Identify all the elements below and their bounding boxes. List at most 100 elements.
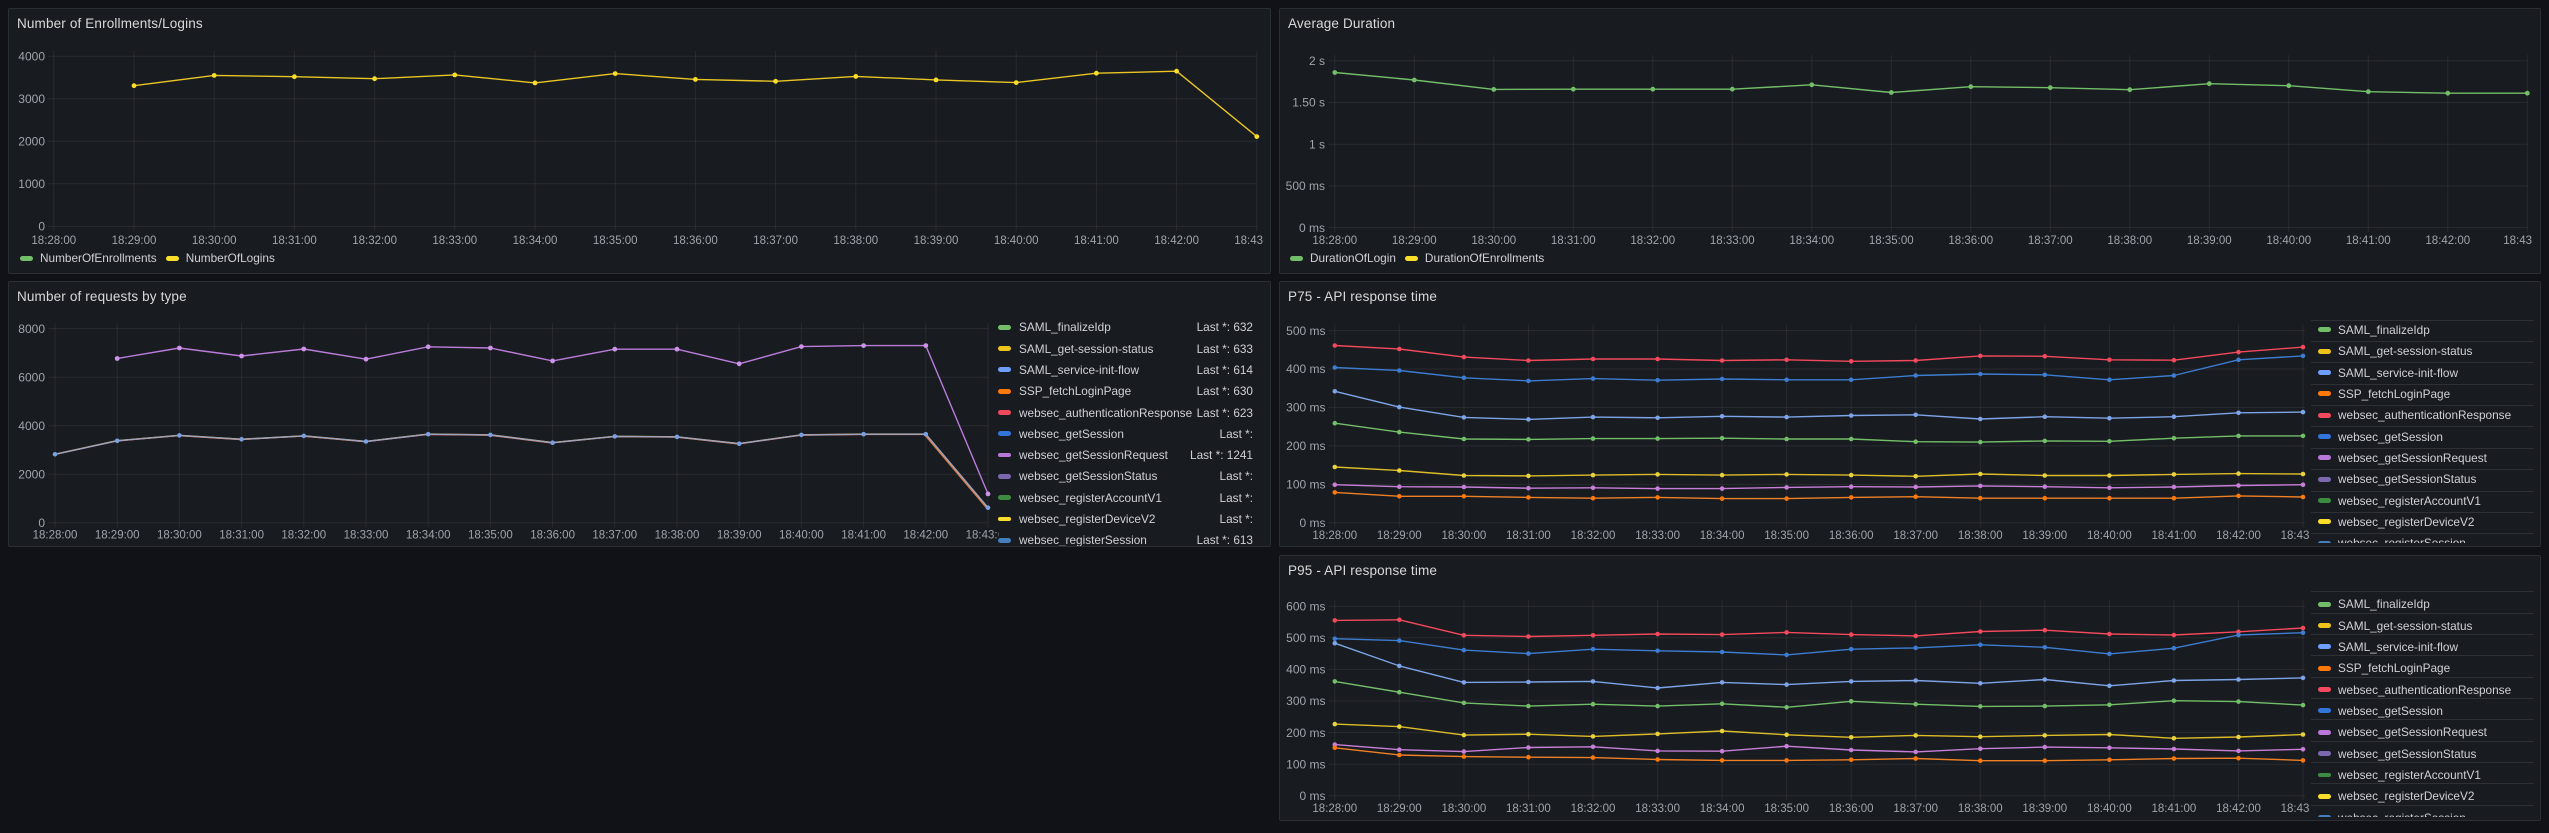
svg-text:18:38:00: 18:38:00	[2107, 235, 2152, 247]
svg-text:0 ms: 0 ms	[1299, 516, 1325, 530]
svg-text:18:28:00: 18:28:00	[33, 530, 78, 542]
svg-text:100 ms: 100 ms	[1286, 757, 1325, 771]
svg-text:18:33:00: 18:33:00	[1635, 530, 1680, 542]
svg-text:1.50 s: 1.50 s	[1292, 96, 1325, 110]
svg-text:18:38:00: 18:38:00	[655, 530, 700, 542]
svg-text:18:43: 18:43	[1234, 235, 1263, 247]
svg-text:400 ms: 400 ms	[1286, 663, 1325, 677]
svg-text:18:33:00: 18:33:00	[1710, 235, 1755, 247]
svg-text:18:36:00: 18:36:00	[673, 235, 718, 247]
svg-text:18:42:00: 18:42:00	[2216, 803, 2261, 815]
svg-text:4000: 4000	[18, 49, 45, 63]
svg-text:18:41:00: 18:41:00	[2346, 235, 2391, 247]
svg-text:18:35:00: 18:35:00	[1764, 803, 1809, 815]
svg-text:18:42:00: 18:42:00	[903, 530, 948, 542]
svg-text:4000: 4000	[18, 419, 45, 433]
svg-text:500 ms: 500 ms	[1286, 631, 1325, 645]
svg-text:18:39:00: 18:39:00	[2187, 235, 2232, 247]
svg-text:18:34:00: 18:34:00	[1789, 235, 1834, 247]
svg-text:100 ms: 100 ms	[1286, 478, 1325, 492]
svg-text:18:35:00: 18:35:00	[468, 530, 513, 542]
svg-text:18:36:00: 18:36:00	[1829, 803, 1874, 815]
svg-text:18:30:00: 18:30:00	[157, 530, 202, 542]
svg-text:18:37:00: 18:37:00	[1893, 530, 1938, 542]
svg-text:18:41:00: 18:41:00	[2152, 530, 2197, 542]
svg-text:18:33:00: 18:33:00	[432, 235, 477, 247]
svg-text:0: 0	[38, 220, 45, 234]
svg-text:2000: 2000	[18, 467, 45, 481]
svg-text:18:42:00: 18:42:00	[2216, 530, 2261, 542]
svg-text:18:30:00: 18:30:00	[1471, 235, 1516, 247]
svg-text:500 ms: 500 ms	[1286, 179, 1325, 193]
svg-text:2000: 2000	[18, 135, 45, 149]
svg-text:18:36:00: 18:36:00	[1948, 235, 1993, 247]
svg-text:18:40:00: 18:40:00	[994, 235, 1039, 247]
svg-text:18:38:00: 18:38:00	[1958, 803, 2003, 815]
svg-text:600 ms: 600 ms	[1286, 599, 1325, 613]
svg-text:18:40:00: 18:40:00	[2087, 530, 2132, 542]
svg-text:18:29:00: 18:29:00	[1377, 803, 1422, 815]
svg-text:500 ms: 500 ms	[1286, 324, 1325, 338]
svg-text:18:31:00: 18:31:00	[1551, 235, 1596, 247]
svg-text:18:34:00: 18:34:00	[1700, 530, 1745, 542]
svg-text:300 ms: 300 ms	[1286, 694, 1325, 708]
svg-text:18:29:00: 18:29:00	[95, 530, 140, 542]
svg-text:18:42:00: 18:42:00	[1154, 235, 1199, 247]
svg-text:18:37:00: 18:37:00	[2028, 235, 2073, 247]
svg-text:18:32:00: 18:32:00	[281, 530, 326, 542]
svg-text:18:30:00: 18:30:00	[192, 235, 237, 247]
svg-text:18:33:00: 18:33:00	[1635, 803, 1680, 815]
svg-text:18:40:00: 18:40:00	[2087, 803, 2132, 815]
svg-text:0 ms: 0 ms	[1299, 789, 1325, 803]
svg-text:0 ms: 0 ms	[1299, 221, 1325, 235]
svg-text:18:32:00: 18:32:00	[352, 235, 397, 247]
svg-text:18:32:00: 18:32:00	[1571, 803, 1616, 815]
svg-text:2 s: 2 s	[1309, 54, 1325, 68]
svg-text:18:43:00: 18:43:00	[966, 530, 1011, 542]
svg-text:18:28:00: 18:28:00	[1312, 530, 1357, 542]
svg-text:400 ms: 400 ms	[1286, 362, 1325, 376]
svg-text:18:37:00: 18:37:00	[753, 235, 798, 247]
svg-text:200 ms: 200 ms	[1286, 439, 1325, 453]
svg-text:18:39:00: 18:39:00	[914, 235, 959, 247]
svg-text:18:39:00: 18:39:00	[717, 530, 762, 542]
svg-text:18:28:00: 18:28:00	[1312, 803, 1357, 815]
svg-text:18:34:00: 18:34:00	[513, 235, 558, 247]
svg-text:18:31:00: 18:31:00	[1506, 803, 1551, 815]
svg-text:18:40:00: 18:40:00	[2266, 235, 2311, 247]
svg-text:18:28:00: 18:28:00	[31, 235, 76, 247]
svg-text:300 ms: 300 ms	[1286, 401, 1325, 415]
svg-text:3000: 3000	[18, 92, 45, 106]
svg-text:18:35:00: 18:35:00	[1869, 235, 1914, 247]
svg-text:18:30:00: 18:30:00	[1442, 803, 1487, 815]
svg-text:18:37:00: 18:37:00	[1893, 803, 1938, 815]
svg-text:18:31:00: 18:31:00	[1506, 530, 1551, 542]
svg-text:18:33:00: 18:33:00	[344, 530, 389, 542]
svg-text:18:29:00: 18:29:00	[1377, 530, 1422, 542]
svg-text:18:32:00: 18:32:00	[1571, 530, 1616, 542]
svg-text:18:40:00: 18:40:00	[779, 530, 824, 542]
svg-text:18:36:00: 18:36:00	[530, 530, 575, 542]
svg-text:18:39:00: 18:39:00	[2022, 530, 2067, 542]
svg-text:18:41:00: 18:41:00	[2152, 803, 2197, 815]
svg-text:18:31:00: 18:31:00	[219, 530, 264, 542]
svg-text:18:29:00: 18:29:00	[1392, 235, 1437, 247]
svg-text:18:35:00: 18:35:00	[593, 235, 638, 247]
svg-text:8000: 8000	[18, 322, 45, 336]
svg-text:0: 0	[38, 516, 45, 530]
svg-text:18:36:00: 18:36:00	[1829, 530, 1874, 542]
svg-text:1 s: 1 s	[1309, 137, 1325, 151]
svg-text:18:39:00: 18:39:00	[2022, 803, 2067, 815]
svg-text:18:43:00: 18:43:00	[2281, 803, 2326, 815]
svg-text:18:41:00: 18:41:00	[1074, 235, 1119, 247]
svg-text:18:31:00: 18:31:00	[272, 235, 317, 247]
svg-text:18:37:00: 18:37:00	[592, 530, 637, 542]
svg-text:18:38:00: 18:38:00	[833, 235, 878, 247]
svg-text:18:30:00: 18:30:00	[1442, 530, 1487, 542]
svg-text:200 ms: 200 ms	[1286, 726, 1325, 740]
svg-text:18:35:00: 18:35:00	[1764, 530, 1809, 542]
svg-text:18:34:00: 18:34:00	[406, 530, 451, 542]
svg-text:18:41:00: 18:41:00	[841, 530, 886, 542]
svg-text:6000: 6000	[18, 370, 45, 384]
svg-text:18:29:00: 18:29:00	[112, 235, 157, 247]
